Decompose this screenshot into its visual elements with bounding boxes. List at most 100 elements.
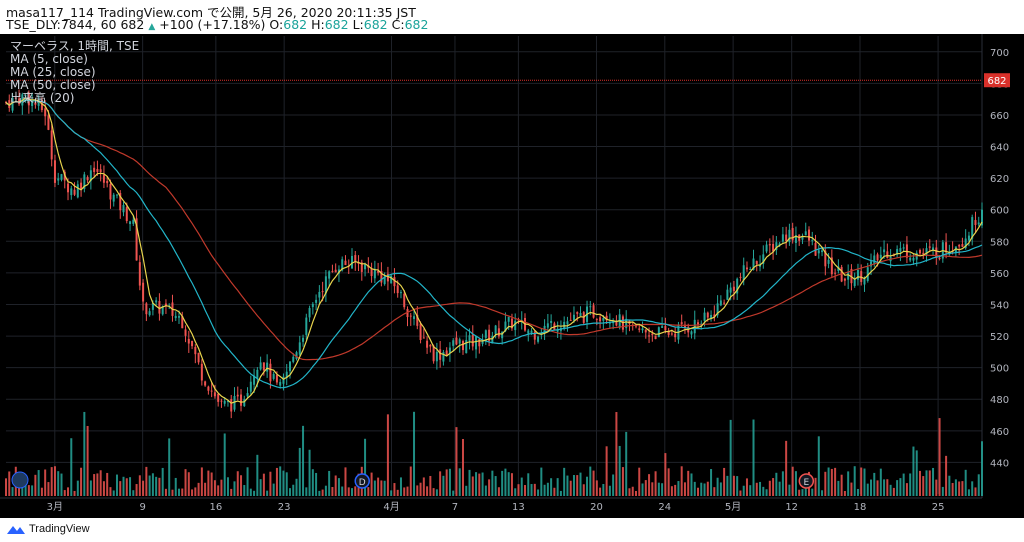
candle-body (697, 322, 700, 325)
volume-bar (373, 480, 376, 496)
tradingview-logo[interactable]: TradingView (6, 522, 90, 536)
volume-bar (683, 482, 686, 496)
candle-body (928, 246, 931, 248)
candle-body (834, 272, 837, 274)
candle-body (504, 321, 507, 332)
volume-bar (811, 488, 814, 496)
volume-bar (664, 453, 667, 496)
candle-body (311, 303, 314, 308)
candle-body (122, 205, 125, 213)
y-tick-label: 520 (990, 332, 1009, 343)
volume-bar (752, 419, 755, 496)
candle-body (439, 349, 442, 360)
candle-body (670, 333, 673, 335)
chart-area[interactable]: 4404604805005205405605806006206406606807… (0, 34, 1024, 518)
volume-bar (282, 470, 285, 496)
volume-bar (422, 477, 425, 496)
candle-body (11, 97, 14, 111)
candle-body (5, 101, 7, 103)
volume-bar (266, 490, 269, 496)
publish-info: masa117_114 TradingView.com で公開, 5月 26, … (6, 5, 416, 20)
candle-body (883, 249, 886, 253)
volume-bar (158, 477, 161, 496)
candle-body (765, 244, 768, 252)
close-value: 682 (404, 17, 429, 32)
candle-body (377, 270, 380, 273)
volume-bar (249, 488, 252, 496)
volume-bar (768, 480, 771, 496)
candle-body (174, 315, 177, 319)
candle-body (726, 289, 729, 300)
volume-bar (971, 481, 974, 496)
candle-body (187, 338, 190, 344)
candle-body (572, 314, 575, 321)
volume-bar (563, 467, 566, 496)
candle-body (981, 209, 983, 226)
volume-bar (945, 455, 948, 496)
volume-bar (830, 468, 833, 496)
volume-bar (559, 490, 562, 496)
volume-bar (233, 481, 236, 496)
candle-body (465, 339, 468, 354)
candle-body (14, 97, 17, 99)
candle-body (442, 352, 445, 362)
volume-bar (226, 477, 229, 496)
volume-bar (703, 483, 706, 496)
candle-body (732, 286, 735, 291)
volume-bar (821, 490, 824, 496)
volume-bar (814, 477, 817, 496)
volume-bar (223, 433, 226, 496)
candle-body (204, 381, 207, 386)
volume-bar (641, 483, 644, 496)
volume-bar (612, 474, 615, 496)
high-label: H: (311, 17, 325, 32)
candle-body (148, 311, 151, 316)
price-chart[interactable]: 4404604805005205405605806006206406606807… (0, 34, 1024, 518)
volume-bar (690, 473, 693, 496)
candle-body (471, 334, 474, 347)
candle-body (308, 308, 311, 318)
up-arrow-icon: ▲ (148, 22, 156, 32)
candle-body (285, 371, 288, 379)
volume-bar (452, 490, 455, 496)
candle-body (155, 300, 158, 303)
volume-bar (419, 482, 422, 496)
volume-bar (592, 470, 595, 496)
candle-body (958, 245, 961, 247)
candle-body (292, 356, 295, 362)
candle-body (53, 160, 56, 183)
volume-bar (540, 467, 543, 496)
candle-body (961, 244, 964, 247)
candle-body (563, 321, 566, 329)
candle-body (537, 336, 540, 342)
volume-bar (200, 467, 203, 496)
volume-bar (501, 470, 504, 496)
volume-bar (403, 487, 406, 496)
candle-body (386, 273, 389, 282)
volume-bar (674, 484, 677, 496)
volume-bar (742, 485, 745, 496)
candle-body (426, 340, 429, 348)
candle-body (315, 299, 318, 303)
volume-bar (80, 467, 83, 496)
volume-bar (925, 470, 928, 496)
legend-ma25[interactable]: MA (25, close) (10, 65, 96, 79)
volume-bar (67, 487, 70, 496)
volume-bar (262, 473, 265, 496)
candle-body (448, 347, 451, 354)
legend-volume[interactable]: 出来高 (20) (10, 91, 75, 105)
volume-bar (745, 478, 748, 496)
candle-body (762, 254, 765, 264)
volume-bar (471, 476, 474, 496)
volume-bar (292, 484, 295, 496)
volume-bar (670, 486, 673, 496)
legend-ma5[interactable]: MA (5, close) (10, 52, 88, 66)
legend-ma50[interactable]: MA (50, close) (10, 78, 96, 92)
candle-body (390, 275, 393, 284)
volume-bar (667, 468, 670, 496)
candle-body (295, 352, 298, 359)
candle-body (749, 268, 752, 270)
candle-body (240, 394, 243, 406)
volume-bar (491, 470, 494, 496)
candle-body (80, 182, 83, 190)
